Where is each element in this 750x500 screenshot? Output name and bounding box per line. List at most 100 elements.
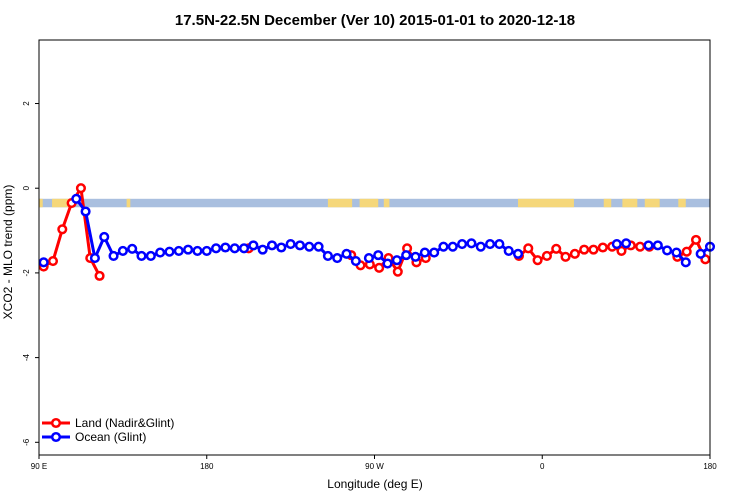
data-point [322, 250, 333, 262]
legend-label: Land (Nadir&Glint) [75, 416, 174, 430]
data-point [382, 258, 393, 269]
data-point [391, 255, 402, 266]
data-point [532, 255, 543, 266]
x-tick-label: 180 [200, 462, 214, 471]
data-point [541, 250, 552, 262]
data-point [680, 257, 691, 268]
data-point [447, 241, 458, 252]
data-point [616, 245, 627, 256]
data-point [285, 239, 296, 250]
data-point [164, 246, 175, 257]
data-point [588, 244, 599, 255]
data-point [579, 244, 590, 255]
data-point [695, 248, 706, 259]
data-point [155, 247, 166, 258]
data-point [611, 239, 622, 250]
data-point [485, 239, 496, 250]
x-tick-label: 180 [703, 462, 717, 471]
legend-label: Ocean (Glint) [75, 430, 146, 444]
land-segment [518, 198, 574, 208]
data-point [466, 238, 477, 249]
data-point [99, 231, 110, 242]
data-point [220, 242, 231, 253]
data-point [671, 247, 682, 258]
land-mask-band [39, 198, 710, 208]
data-point [94, 270, 105, 281]
data-point [127, 243, 138, 254]
data-point [192, 245, 203, 256]
x-axis-label: Longitude (deg E) [327, 477, 422, 491]
data-point [457, 239, 468, 250]
data-point [294, 240, 305, 251]
data-point [108, 250, 119, 262]
data-point [621, 238, 632, 249]
data-point [257, 244, 268, 255]
data-point [374, 262, 385, 273]
land-segment [126, 198, 131, 208]
land-segment [383, 198, 390, 208]
data-point [662, 245, 673, 256]
data-point [560, 251, 571, 262]
y-tick-label: -2 [22, 269, 31, 277]
y-axis-label: XCO2 - MLO trend (ppm) [1, 185, 15, 320]
y-tick-label: -6 [22, 438, 31, 446]
data-point [419, 247, 430, 258]
chart-title: 17.5N-22.5N December (Ver 10) 2015-01-01… [175, 12, 575, 29]
data-point [410, 251, 421, 262]
data-point [392, 266, 403, 277]
data-point [38, 257, 49, 268]
land-segment [678, 198, 686, 208]
land-segment [644, 198, 660, 208]
data-point [652, 240, 663, 251]
x-tick-label: 90 E [31, 462, 47, 471]
data-point [363, 253, 374, 264]
data-point [47, 256, 59, 267]
data-point [71, 193, 82, 204]
data-point [117, 245, 128, 256]
data-point [690, 234, 702, 245]
data-point [523, 243, 534, 254]
land-segment [603, 198, 612, 208]
data-point [494, 239, 505, 250]
data-point [551, 243, 562, 254]
data-point [512, 248, 524, 259]
data-point [266, 240, 278, 251]
series-land [38, 183, 711, 281]
series-ocean [38, 193, 716, 269]
series-layer [38, 183, 716, 281]
data-point [373, 250, 384, 261]
y-tick-label: -4 [22, 354, 31, 362]
land-segment [622, 198, 638, 208]
data-point [429, 247, 440, 258]
data-point [350, 256, 361, 267]
data-point [341, 248, 352, 259]
legend: Land (Nadir&Glint)Ocean (Glint) [42, 416, 174, 444]
data-point [89, 253, 100, 264]
land-segment [52, 198, 69, 208]
x-tick-label: 0 [540, 462, 545, 471]
data-point [276, 242, 287, 253]
data-point [681, 246, 692, 257]
data-point [643, 240, 654, 251]
legend-marker [50, 431, 62, 443]
data-point [57, 224, 68, 235]
land-segment [327, 198, 353, 208]
data-point [173, 245, 184, 256]
data-point [597, 242, 608, 253]
data-point [183, 244, 194, 255]
data-point [229, 243, 240, 254]
land-segment [359, 198, 379, 208]
data-point [238, 243, 250, 254]
data-point [248, 240, 259, 251]
data-point [313, 241, 324, 252]
data-point [201, 245, 212, 256]
data-point [438, 241, 449, 252]
data-point [145, 250, 156, 262]
legend-marker [50, 417, 62, 429]
data-point [211, 243, 222, 254]
y-tick-label: 0 [22, 185, 31, 190]
x-tick-label: 90 W [365, 462, 384, 471]
data-point [304, 241, 315, 252]
data-point [475, 241, 486, 252]
